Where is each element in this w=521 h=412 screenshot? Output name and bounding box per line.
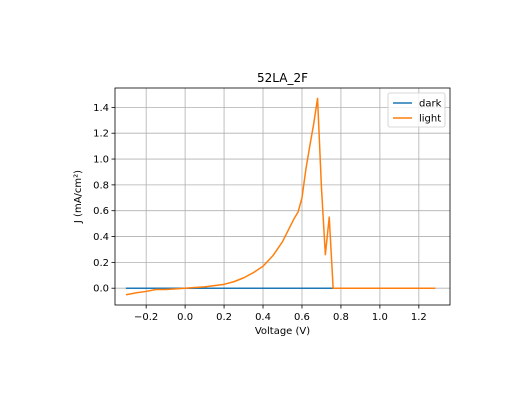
data-series	[125, 97, 436, 296]
legend: dark light	[387, 92, 446, 128]
axis-ticks: −0.2 0.0 0.2 0.4 0.6 0.8 1.0 1.2 0.0 0.2 0.4 0.6 0.8…	[93, 103, 427, 323]
legend-label-light: light	[419, 114, 441, 125]
y-tick-label: 1.2	[93, 129, 109, 140]
y-tick-label: 0.0	[93, 284, 109, 295]
x-tick-label: 0.2	[216, 312, 232, 323]
x-tick-label: 1.2	[411, 312, 427, 323]
x-tick-label: 0.0	[177, 312, 193, 323]
x-axis-label: Voltage (V)	[255, 326, 310, 337]
x-tick-label: 0.4	[255, 312, 271, 323]
y-tick-label: 0.6	[93, 206, 109, 217]
x-tick-label: 1.0	[372, 312, 388, 323]
legend-label-dark: dark	[419, 99, 442, 110]
series-line-light	[125, 97, 436, 296]
plot-area-frame	[114, 87, 451, 306]
y-tick-label: 0.4	[93, 232, 109, 243]
y-tick-label: 0.8	[93, 180, 109, 191]
y-tick-label: 1.0	[93, 155, 109, 166]
chart-title: 52LA_2F	[257, 71, 308, 85]
y-tick-label: 0.2	[93, 258, 109, 269]
y-tick-label: 1.4	[93, 103, 109, 114]
x-tick-label: −0.2	[134, 312, 158, 323]
x-tick-label: 0.6	[294, 312, 310, 323]
y-axis-label: J (mA/cm²)	[73, 170, 84, 224]
x-tick-label: 0.8	[333, 312, 349, 323]
